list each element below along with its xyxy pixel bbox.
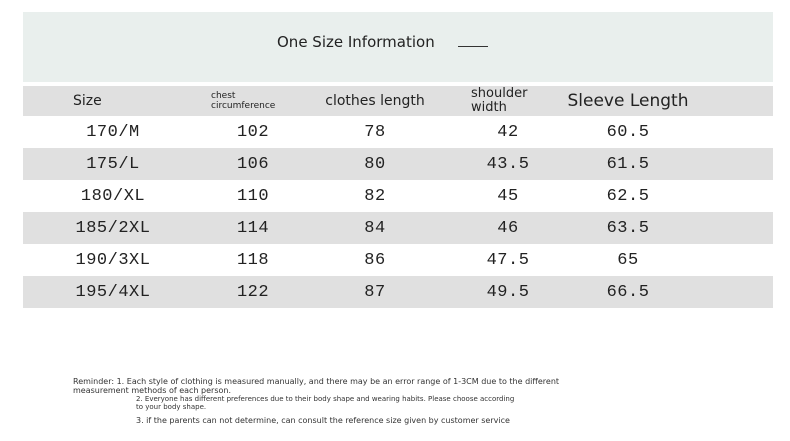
note: Reminder: 1. Each style of clothing is m… bbox=[73, 377, 560, 395]
table-cell: 195/4XL bbox=[75, 282, 151, 302]
title: One Size Information bbox=[277, 33, 435, 51]
table-cell: 185/2XL bbox=[75, 218, 151, 238]
table-cell: 49.5 bbox=[486, 282, 530, 302]
table-cell: 65 bbox=[617, 250, 639, 270]
table-cell: 180/XL bbox=[80, 186, 146, 206]
column-header: Sleeve Length bbox=[567, 91, 689, 111]
table-row: 175/L 106 80 43.5 61.5 bbox=[23, 148, 773, 180]
header-row: Size chest circumference clothes length sho… bbox=[23, 86, 773, 116]
table-cell: 80 bbox=[364, 154, 386, 174]
column-header: shoulder width bbox=[471, 86, 528, 115]
table-cell: 61.5 bbox=[606, 154, 650, 174]
table-cell: 82 bbox=[364, 186, 386, 206]
title-underline bbox=[458, 46, 488, 47]
table-cell: 47.5 bbox=[486, 250, 530, 270]
table-cell: 106 bbox=[236, 154, 270, 174]
table-cell: 84 bbox=[364, 218, 386, 238]
table-cell: 118 bbox=[236, 250, 270, 270]
column-header: Size bbox=[73, 93, 102, 109]
table-row: 170/M 102 78 42 60.5 bbox=[23, 116, 773, 148]
table-cell: 170/M bbox=[86, 122, 140, 142]
table-cell: 43.5 bbox=[486, 154, 530, 174]
table-row: 190/3XL 118 86 47.5 65 bbox=[23, 244, 773, 276]
table-cell: 122 bbox=[236, 282, 270, 302]
table-cell: 45 bbox=[497, 186, 519, 206]
title-box bbox=[23, 12, 773, 82]
note: 3. if the parents can not determine, can… bbox=[136, 416, 510, 425]
table-cell: 46 bbox=[497, 218, 519, 238]
column-header: clothes length bbox=[325, 93, 425, 109]
table-cell: 102 bbox=[236, 122, 270, 142]
table-cell: 86 bbox=[364, 250, 386, 270]
table-cell: 62.5 bbox=[606, 186, 650, 206]
table-cell: 60.5 bbox=[606, 122, 650, 142]
table-cell: 114 bbox=[236, 218, 270, 238]
column-header: chest circumference bbox=[211, 91, 276, 111]
table-cell: 175/L bbox=[86, 154, 140, 174]
table-cell: 78 bbox=[364, 122, 386, 142]
table-cell: 66.5 bbox=[606, 282, 650, 302]
table-row: 195/4XL 122 87 49.5 66.5 bbox=[23, 276, 773, 308]
note: 2. Everyone has different preferences du… bbox=[136, 395, 515, 411]
table-row: 180/XL 110 82 45 62.5 bbox=[23, 180, 773, 212]
table-cell: 87 bbox=[364, 282, 386, 302]
table-cell: 190/3XL bbox=[75, 250, 151, 270]
table-row: 185/2XL 114 84 46 63.5 bbox=[23, 212, 773, 244]
table-cell: 63.5 bbox=[606, 218, 650, 238]
table-cell: 110 bbox=[236, 186, 270, 206]
table-cell: 42 bbox=[497, 122, 519, 142]
